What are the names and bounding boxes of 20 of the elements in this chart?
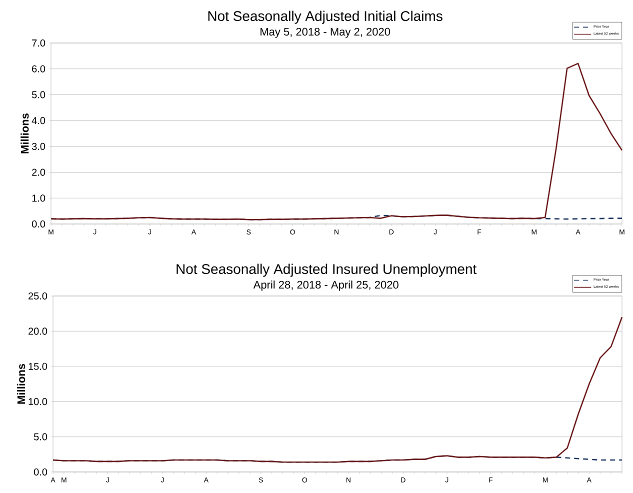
y-tick-label: 25.0 (28, 292, 48, 300)
y-tick-label: 5.0 (34, 433, 48, 440)
y-tick-label: 15.0 (28, 362, 48, 370)
y-tick-label: 0.0 (34, 468, 48, 476)
chart-subtitle: April 28, 2018 - April 25, 2020 (253, 280, 398, 291)
y-tick-label: 3.0 (32, 142, 46, 150)
y-tick-label: 4.0 (32, 117, 46, 124)
y-axis-title: Millions (17, 364, 26, 404)
y-tick-label: 5.0 (32, 91, 46, 98)
y-tick-label: 0.0 (32, 220, 46, 228)
chart-title: Not Seasonally Adjusted Initial Claims (208, 10, 442, 24)
y-tick-label: 7.0 (32, 39, 46, 47)
y-tick-label: 2.0 (32, 168, 46, 176)
y-tick-label: 10.0 (28, 398, 48, 406)
chart-subtitle: May 5, 2018 - May 2, 2020 (260, 28, 390, 38)
y-axis-title: Millions (20, 113, 29, 154)
y-tick-label: 6.0 (32, 65, 46, 72)
y-tick-label: 20.0 (28, 328, 48, 335)
chart-title: Not Seasonally Adjusted Insured Unemployment (176, 264, 477, 277)
y-tick-label: 1.0 (32, 194, 46, 202)
